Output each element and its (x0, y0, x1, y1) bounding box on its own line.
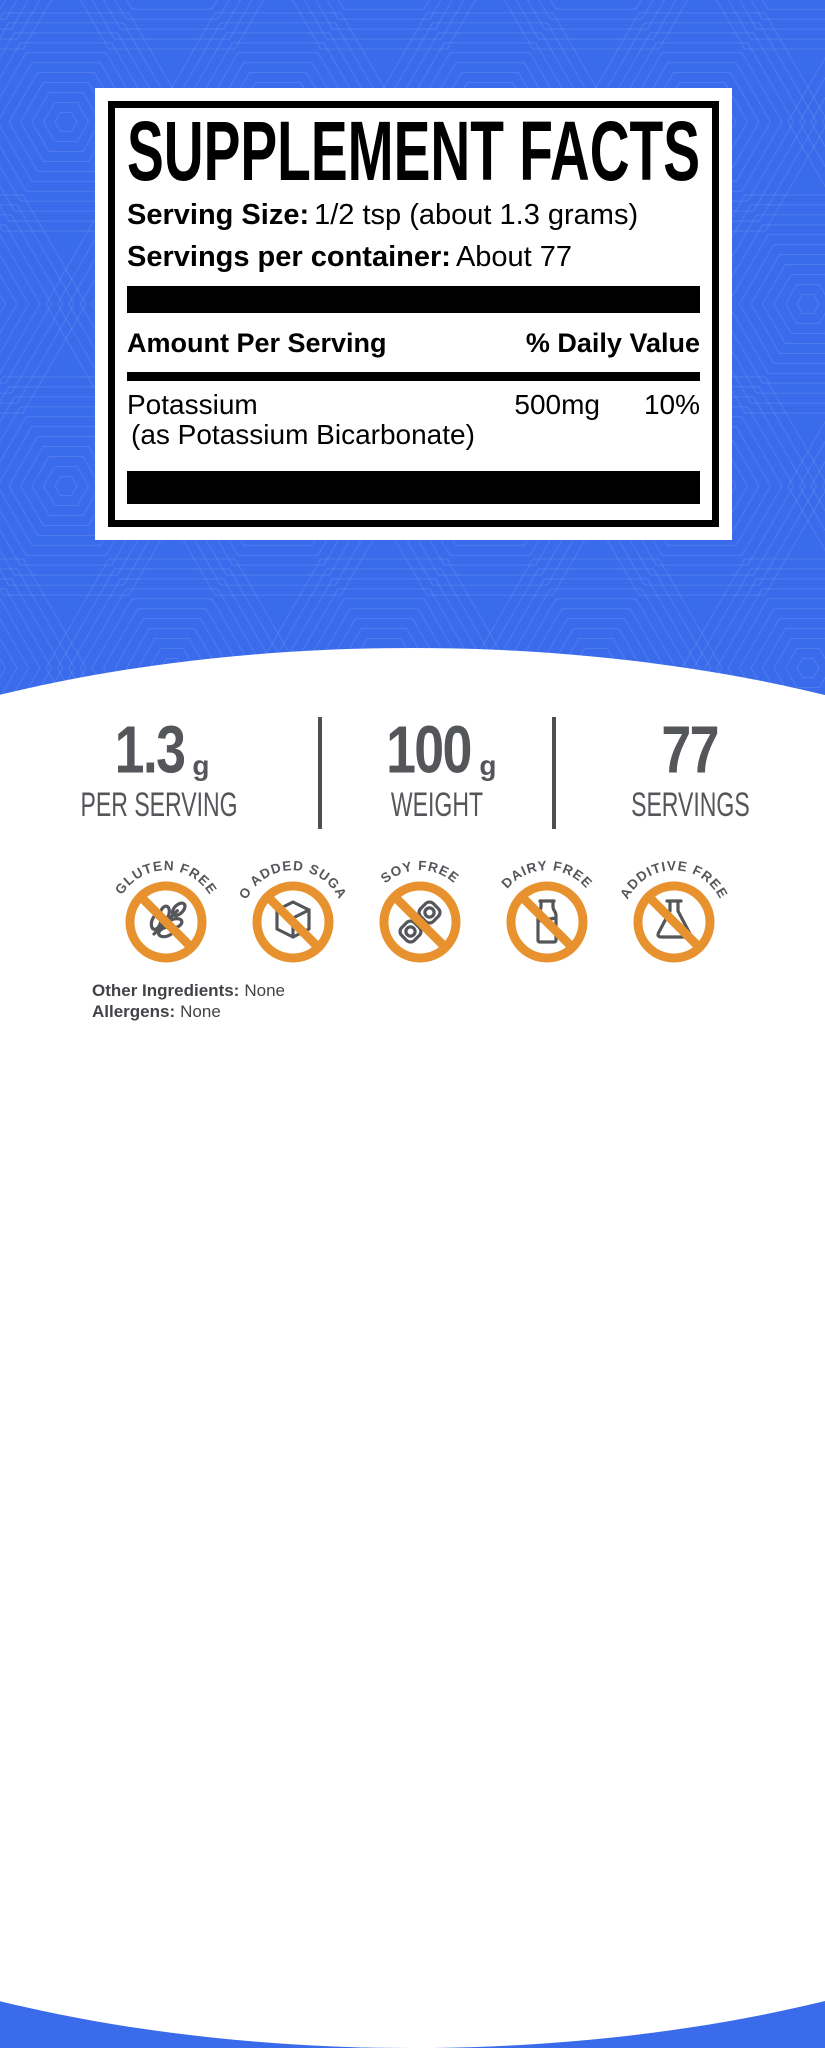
nutrient-detail: (as Potassium Bicarbonate) (127, 419, 475, 450)
nutrient-amount: 500mg (514, 390, 600, 450)
stat-number: 100 (386, 718, 471, 782)
prohibition-slash (268, 897, 319, 948)
other-ingredients-value: None (244, 981, 285, 1000)
stat-unit: g (192, 752, 209, 780)
supplement-facts-border: SUPPLEMENT FACTS Serving Size:1/2 tsp (a… (108, 101, 719, 527)
amount-per-serving-header: Amount Per Serving (127, 328, 387, 359)
stat-value: 100 g (322, 714, 552, 782)
other-ingredients-label: Other Ingredients: (92, 981, 239, 1000)
gluten-free-badge: GLUTEN FREE (107, 856, 225, 968)
supplement-facts-title-text: SUPPLEMENT FACTS (127, 114, 700, 190)
stat-label: WEIGHT (391, 786, 483, 823)
stat-value: 77 (556, 714, 825, 782)
stat-number: 1.3 (115, 718, 185, 782)
supplement-facts-title: SUPPLEMENT FACTS (127, 114, 700, 190)
serving-size-value: 1/2 tsp (about 1.3 grams) (314, 199, 638, 231)
nutrient-name-cell: Potassium (as Potassium Bicarbonate) (127, 390, 514, 450)
stat-servings: 77 SERVINGS (556, 714, 825, 829)
badge-arc-label: GLUTEN FREE (112, 858, 220, 897)
badge-arc-label: ADDITIVE FREE (617, 858, 731, 901)
supplement-facts-panel: SUPPLEMENT FACTS Serving Size:1/2 tsp (a… (95, 88, 732, 540)
allergens-label: Allergens: (92, 1002, 175, 1021)
table-row: Potassium (as Potassium Bicarbonate) 500… (127, 390, 700, 450)
stat-number: 77 (662, 718, 718, 782)
prohibition-slash (395, 897, 446, 948)
separator-bar-bottom (127, 471, 700, 504)
prohibition-slash (649, 897, 700, 948)
stat-weight: 100 g WEIGHT (322, 714, 552, 829)
badge-arc-label: NO ADDED SUGAR (234, 856, 350, 902)
servings-per-container-label: Servings per container: (127, 241, 451, 273)
allergens-line: Allergens: None (92, 1001, 285, 1022)
nutrient-name: Potassium (127, 389, 258, 420)
nutrient-daily-value: 10% (600, 390, 700, 450)
servings-per-container-value: About 77 (456, 241, 572, 273)
stat-label: PER SERVING (80, 786, 237, 823)
facts-header-row: Amount Per Serving % Daily Value (127, 328, 700, 359)
separator-bar-top (127, 286, 700, 313)
daily-value-header: % Daily Value (526, 328, 700, 359)
allergens-value: None (180, 1002, 221, 1021)
serving-size-line: Serving Size:1/2 tsp (about 1.3 grams) (127, 199, 700, 232)
stat-unit: g (479, 752, 496, 780)
dairy-free-badge: DAIRY FREE (488, 856, 606, 968)
prohibition-slash (522, 897, 573, 948)
serving-size-label: Serving Size: (127, 199, 309, 231)
soy-free-badge: SOY FREE (361, 856, 479, 968)
other-ingredients-line: Other Ingredients: None (92, 980, 285, 1001)
servings-per-container-line: Servings per container:About 77 (127, 241, 700, 274)
no-added-sugar-badge: NO ADDED SUGAR (234, 856, 352, 968)
separator-bar-middle (127, 372, 700, 381)
footer-ingredients: Other Ingredients: None Allergens: None (92, 980, 285, 1022)
free-of-badges-row: GLUTEN FREE NO ADDED SUGAR SOY FREE (0, 856, 825, 968)
additive-free-badge: ADDITIVE FREE (615, 856, 733, 968)
stat-label: SERVINGS (631, 786, 750, 823)
